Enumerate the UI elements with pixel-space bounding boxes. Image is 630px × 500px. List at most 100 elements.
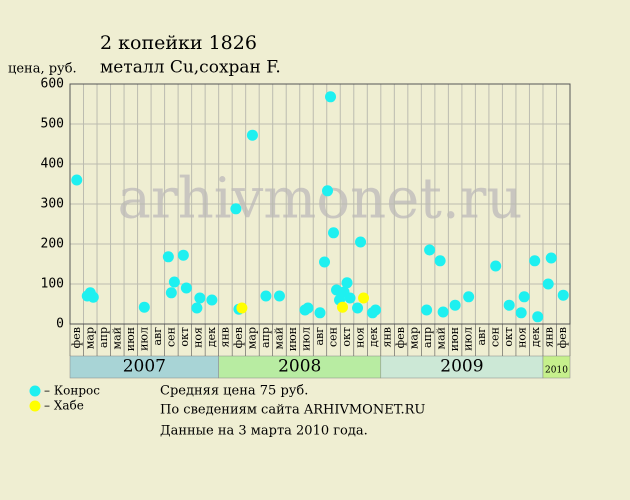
x-tick-label: янв [218,327,231,347]
x-tick-label: фев [70,327,83,348]
x-tick-label: мар [245,327,258,349]
data-point [358,292,370,304]
data-point [352,302,364,314]
x-tick-label: авг [475,327,488,346]
data-point [322,185,334,197]
data-point [177,249,189,261]
x-tick-label: сен [489,327,502,347]
data-point [518,291,530,303]
data-point [344,292,356,304]
x-tick-label: фев [556,327,569,348]
data-point [246,129,258,141]
y-tick-label: 100 [41,277,64,292]
data-point [542,278,554,290]
plot-frame [69,83,571,325]
x-tick-label: дек [205,327,218,347]
note: По сведениям сайта ARHIVMONET.RU [160,403,425,418]
y-axis-label: цена, руб. [8,62,77,77]
data-point [355,236,367,248]
data-point [557,289,569,301]
data-point [206,294,218,306]
legend-label: – Конрос [44,384,100,398]
data-point [328,227,340,239]
x-tick-label: июн [286,327,299,351]
data-point [319,256,331,268]
x-tick-label: ноя [191,327,204,348]
x-tick-label: май [110,327,123,349]
x-tick-label: фев [394,327,407,348]
data-point [463,291,475,303]
data-point [87,291,99,303]
data-point [424,244,436,256]
data-point [545,252,557,264]
data-point [236,302,248,314]
x-tick-label: дек [367,327,380,347]
year-label: 2008 [278,357,321,377]
legend-marker [29,385,41,397]
x-tick-label: июл [462,327,475,351]
x-tick-label: апр [421,327,434,348]
data-point [71,174,83,186]
data-point [437,306,449,318]
y-tick-label: 0 [56,317,64,332]
data-point [529,255,541,267]
x-tick-label: май [272,327,285,349]
x-tick-label: апр [259,327,272,348]
data-point [341,277,353,289]
data-point [503,299,515,311]
data-point [260,290,272,302]
y-tick-label: 500 [41,117,64,132]
y-tick-label: 600 [41,77,64,92]
legend-marker [29,400,41,412]
x-tick-label: окт [178,327,191,347]
data-point [337,301,349,313]
x-tick-label: апр [97,327,110,348]
x-tick-label: мар [408,327,421,349]
chart-subtitle: металл Cu,сохран F. [100,58,281,78]
x-tick-label: июл [299,327,312,351]
year-label: 2009 [440,357,483,377]
x-tick-label: янв [381,327,394,347]
x-tick-label: июл [137,327,150,351]
watermark: arhivmonet.ru [118,167,523,232]
year-label: 2010 [545,366,568,376]
data-point [165,287,177,299]
data-point [490,260,502,272]
x-tick-label: фев [232,327,245,348]
y-tick-label: 200 [41,237,64,252]
data-point [325,91,337,103]
x-tick-label: окт [502,327,515,347]
y-tick-label: 300 [41,197,64,212]
x-tick-label: июн [448,327,461,351]
legend-label: – Хабе [44,399,84,413]
data-point [180,282,192,294]
data-point [191,302,203,314]
note: Данные на 3 марта 2010 года. [160,424,368,439]
chart-title: 2 копейки 1826 [100,32,257,54]
data-point [302,302,314,314]
data-point [168,276,180,288]
x-tick-label: сен [327,327,340,347]
data-point [370,304,382,316]
year-label: 2007 [123,357,166,377]
data-point [273,290,285,302]
x-tick-label: май [435,327,448,349]
data-point [449,299,461,311]
data-point [138,301,150,313]
x-tick-label: июн [124,327,137,351]
x-tick-label: авг [313,327,326,346]
data-point [434,255,446,267]
x-tick-label: ноя [516,327,529,348]
data-point [421,304,433,316]
x-tick-label: окт [340,327,353,347]
note: Средняя цена 75 руб. [160,384,308,399]
x-tick-label: сен [164,327,177,347]
data-point [162,251,174,263]
data-point [314,307,326,319]
x-tick-label: янв [543,327,556,347]
x-tick-label: ноя [354,327,367,348]
x-tick-label: авг [151,327,164,346]
